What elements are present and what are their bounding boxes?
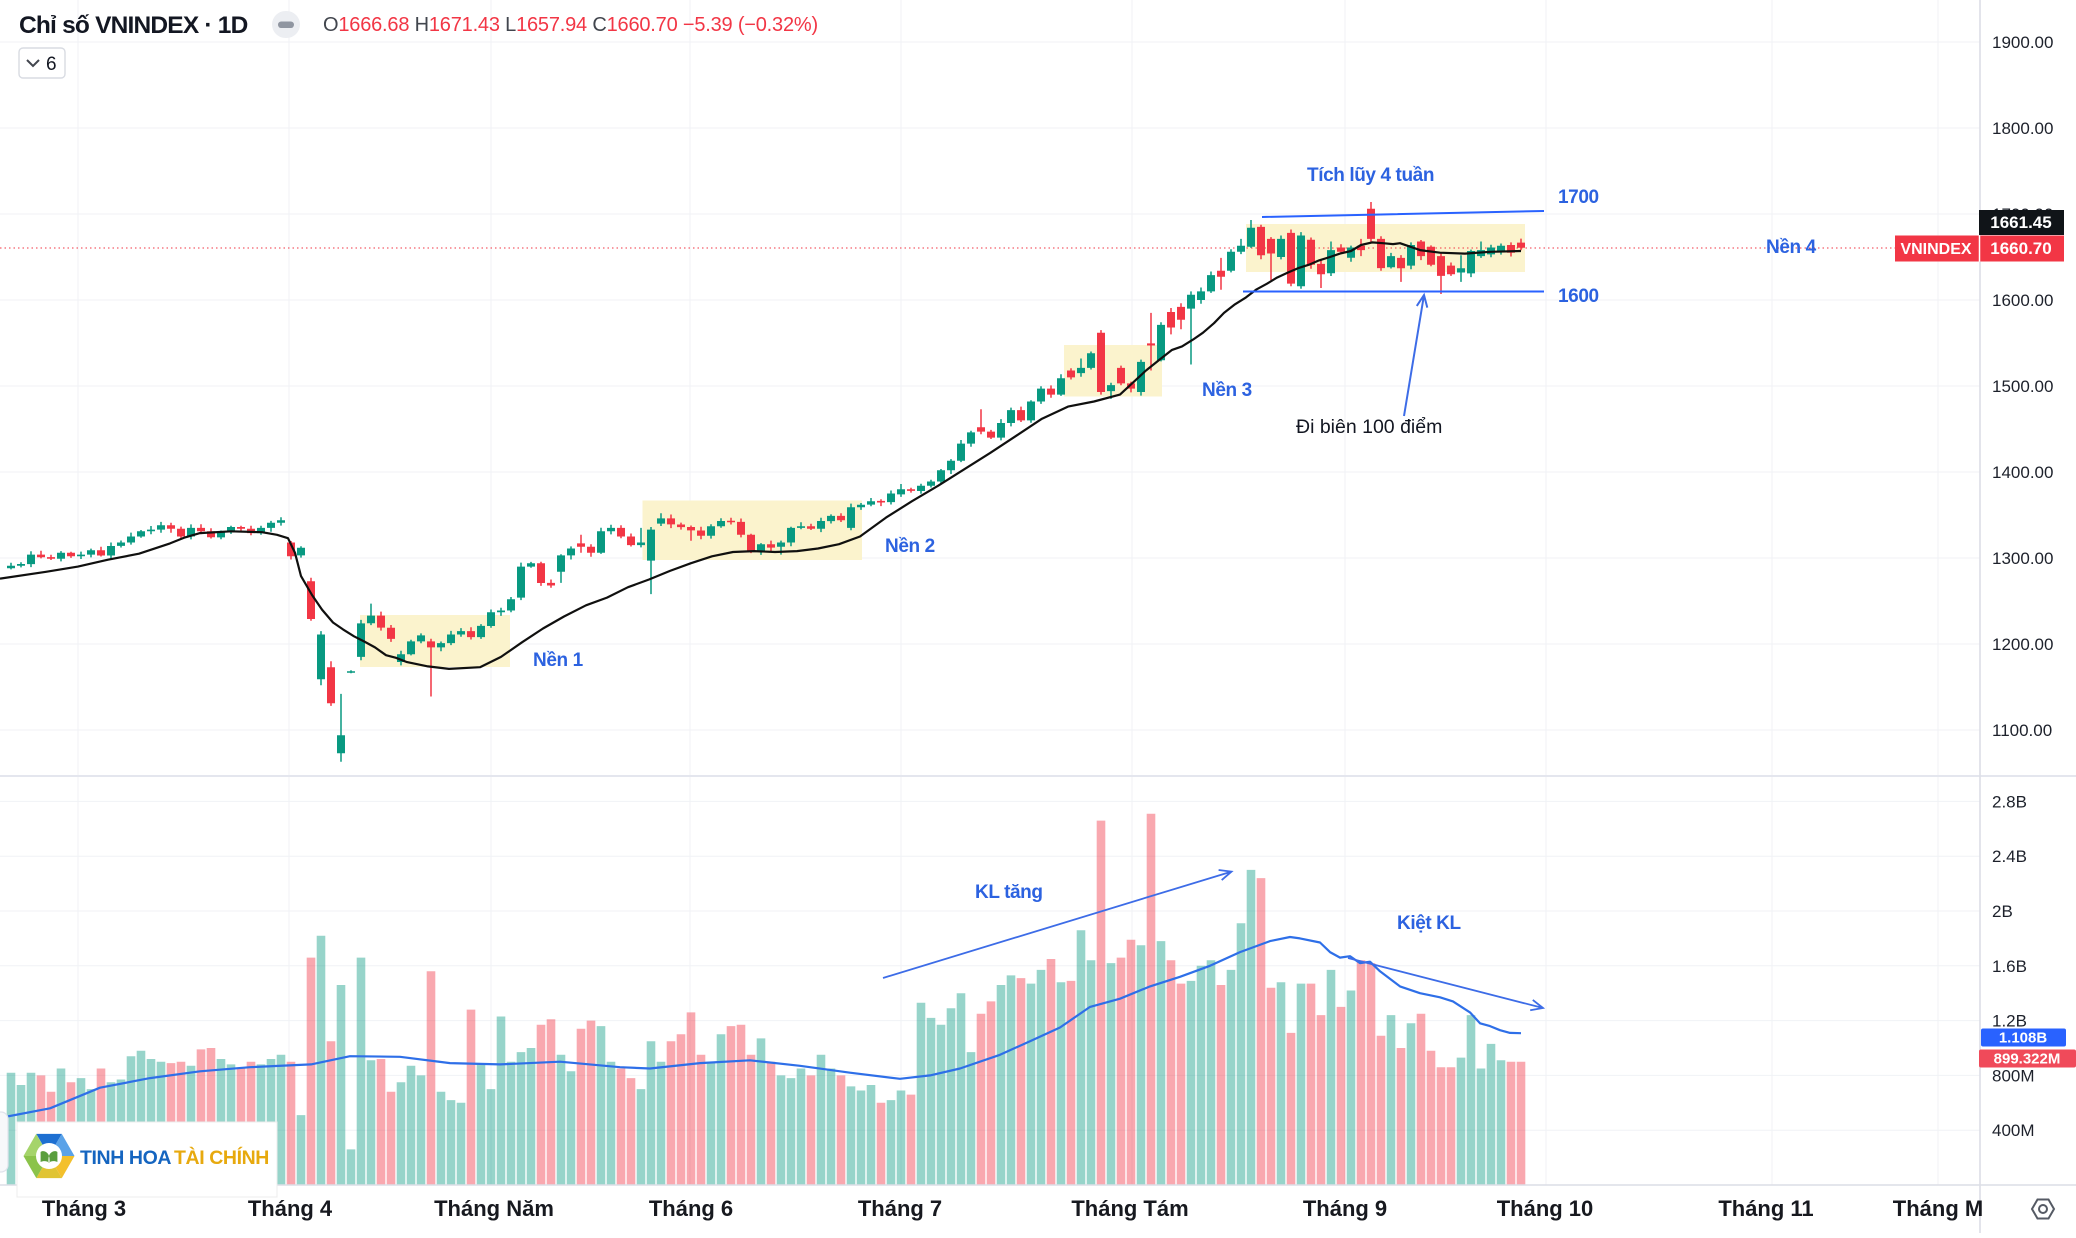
svg-text:Nền 3: Nền 3 — [1202, 380, 1252, 401]
svg-text:1100.00: 1100.00 — [1992, 721, 2052, 740]
svg-text:6: 6 — [46, 54, 57, 75]
svg-text:1800.00: 1800.00 — [1992, 119, 2053, 138]
svg-text:899.322M: 899.322M — [1994, 1051, 2061, 1068]
svg-text:1.108B: 1.108B — [1999, 1030, 2048, 1047]
svg-text:Tháng 4: Tháng 4 — [248, 1196, 333, 1221]
svg-text:1.6B: 1.6B — [1992, 957, 2027, 976]
svg-text:400M: 400M — [1992, 1121, 2035, 1140]
svg-text:TINH HOA: TINH HOA — [80, 1147, 171, 1169]
svg-text:1.2B: 1.2B — [1992, 1012, 2027, 1031]
svg-text:O1666.68 H1671.43 L1657.94 C16: O1666.68 H1671.43 L1657.94 C1660.70 −5.3… — [323, 14, 818, 36]
svg-text:2.8B: 2.8B — [1992, 792, 2027, 811]
svg-text:1300.00: 1300.00 — [1992, 549, 2053, 568]
svg-text:Tháng M: Tháng M — [1893, 1196, 1983, 1221]
svg-text:TÀI CHÍNH: TÀI CHÍNH — [174, 1146, 269, 1169]
svg-text:1600: 1600 — [1558, 286, 1599, 307]
svg-text:VNINDEX: VNINDEX — [1900, 241, 1971, 258]
svg-text:Tháng 7: Tháng 7 — [858, 1196, 942, 1221]
svg-text:KL tăng: KL tăng — [975, 882, 1043, 903]
svg-text:1700: 1700 — [1558, 187, 1599, 208]
svg-text:Tháng 6: Tháng 6 — [649, 1196, 733, 1221]
svg-text:Tháng 10: Tháng 10 — [1497, 1196, 1594, 1221]
svg-text:Tháng Tám: Tháng Tám — [1071, 1196, 1188, 1221]
svg-text:1660.70: 1660.70 — [1990, 239, 2051, 258]
svg-text:Kiệt KL: Kiệt KL — [1397, 913, 1461, 934]
svg-text:Tháng Năm: Tháng Năm — [434, 1196, 554, 1221]
svg-text:1600.00: 1600.00 — [1992, 291, 2053, 310]
svg-text:Tháng 11: Tháng 11 — [1718, 1196, 1813, 1221]
svg-text:800M: 800M — [1992, 1066, 2035, 1085]
svg-text:Tháng 3: Tháng 3 — [42, 1196, 126, 1221]
svg-text:Nền 4: Nền 4 — [1766, 237, 1817, 258]
svg-text:1400.00: 1400.00 — [1992, 463, 2053, 482]
svg-text:Chỉ số VNINDEX · 1D: Chỉ số VNINDEX · 1D — [19, 12, 248, 39]
svg-text:Nền 2: Nền 2 — [885, 536, 935, 557]
svg-text:Đi biên 100 điểm: Đi biên 100 điểm — [1296, 416, 1442, 438]
svg-text:Nền 1: Nền 1 — [533, 650, 584, 671]
svg-text:Tích lũy 4 tuần: Tích lũy 4 tuần — [1307, 165, 1434, 186]
svg-text:1661.45: 1661.45 — [1990, 213, 2051, 232]
svg-text:1900.00: 1900.00 — [1992, 33, 2053, 52]
svg-text:1500.00: 1500.00 — [1992, 377, 2053, 396]
svg-text:2B: 2B — [1992, 902, 2013, 921]
svg-text:1200.00: 1200.00 — [1992, 635, 2053, 654]
svg-text:2.4B: 2.4B — [1992, 847, 2027, 866]
svg-text:Tháng 9: Tháng 9 — [1303, 1196, 1387, 1221]
